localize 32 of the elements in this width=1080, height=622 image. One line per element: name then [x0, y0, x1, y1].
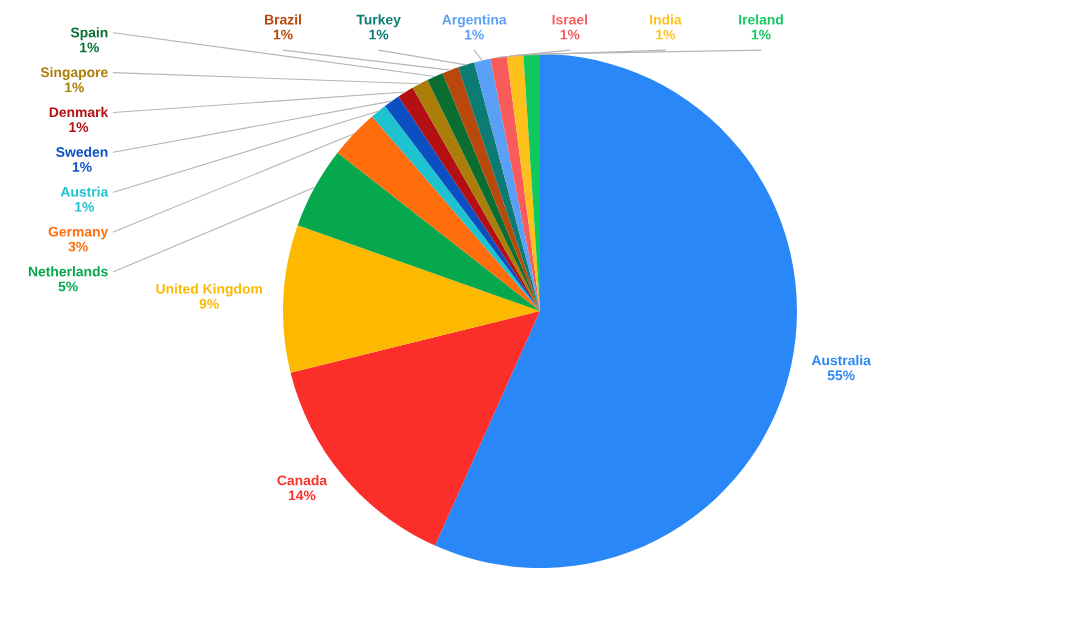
slice-label: Spain	[70, 27, 108, 41]
slice-label: Denmark	[49, 106, 109, 118]
slice-label: Singapore	[40, 67, 108, 81]
data-label: 1%	[751, 29, 771, 40]
data-label: 1%	[465, 29, 484, 40]
data-label: 1%	[656, 29, 676, 40]
slice-label: Netherlands	[28, 266, 108, 277]
slice-label: Germany	[48, 226, 109, 240]
slice-label: Ireland	[739, 14, 783, 25]
data-label: 5%	[58, 281, 78, 292]
data-label: 1%	[80, 42, 99, 53]
data-label: 1%	[560, 29, 580, 40]
slice-label: Canada	[277, 475, 328, 486]
slice-label: Sweden	[56, 146, 108, 157]
slice-label: India	[650, 14, 682, 25]
data-label: 9%	[199, 298, 219, 309]
data-label: 1%	[65, 82, 84, 93]
data-label: 1%	[369, 29, 389, 40]
slice-label: Australia	[811, 355, 871, 366]
data-label: 1%	[69, 122, 89, 132]
slice-label: Turkey	[356, 14, 401, 28]
slice-label: Brazil	[265, 14, 301, 25]
slice-label: Israel	[552, 14, 587, 25]
data-label: 1%	[273, 29, 293, 40]
slice-label: Argentina	[442, 14, 507, 28]
slice-label: Austria	[60, 186, 109, 197]
data-label: 55%	[827, 370, 855, 381]
data-label: 1%	[75, 201, 94, 212]
data-label: 14%	[288, 490, 316, 501]
slice-label: United Kingdom	[156, 283, 262, 297]
data-label: 3%	[68, 241, 88, 252]
data-label: 1%	[72, 162, 92, 172]
